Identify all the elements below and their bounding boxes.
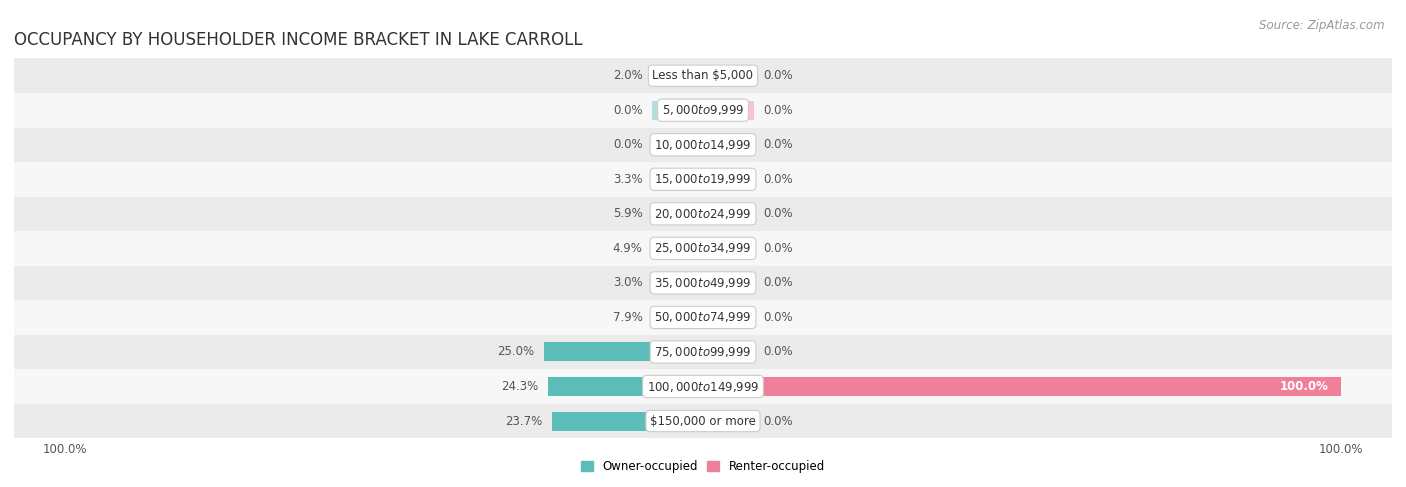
Text: 0.0%: 0.0% <box>763 345 793 358</box>
Bar <box>14 300 1392 335</box>
Bar <box>703 273 754 292</box>
Text: 5.9%: 5.9% <box>613 207 643 220</box>
Text: 0.0%: 0.0% <box>763 242 793 255</box>
Text: 3.0%: 3.0% <box>613 277 643 289</box>
Text: $20,000 to $24,999: $20,000 to $24,999 <box>654 207 752 221</box>
Bar <box>652 308 703 327</box>
Bar <box>665 205 703 224</box>
Bar <box>652 239 703 258</box>
Text: $25,000 to $34,999: $25,000 to $34,999 <box>654 242 752 255</box>
Text: 2.0%: 2.0% <box>613 69 643 82</box>
Bar <box>652 101 703 120</box>
Bar <box>551 412 703 431</box>
Text: 0.0%: 0.0% <box>763 173 793 186</box>
Text: $10,000 to $14,999: $10,000 to $14,999 <box>654 138 752 152</box>
Bar <box>683 273 703 292</box>
Text: $35,000 to $49,999: $35,000 to $49,999 <box>654 276 752 290</box>
Bar <box>703 135 754 154</box>
Text: 4.9%: 4.9% <box>613 242 643 255</box>
Text: $5,000 to $9,999: $5,000 to $9,999 <box>662 103 744 117</box>
Bar <box>14 335 1392 369</box>
Text: $15,000 to $19,999: $15,000 to $19,999 <box>654 172 752 187</box>
Bar <box>652 66 703 85</box>
Text: 0.0%: 0.0% <box>763 414 793 428</box>
Bar <box>14 58 1392 93</box>
Text: $75,000 to $99,999: $75,000 to $99,999 <box>654 345 752 359</box>
Text: 0.0%: 0.0% <box>763 104 793 117</box>
Text: 3.3%: 3.3% <box>613 173 643 186</box>
Bar <box>703 377 1341 396</box>
Bar <box>703 66 754 85</box>
Text: 24.3%: 24.3% <box>501 380 538 393</box>
Text: 23.7%: 23.7% <box>505 414 543 428</box>
Bar <box>652 135 703 154</box>
Bar <box>548 377 703 396</box>
Bar <box>544 342 703 361</box>
Bar <box>14 93 1392 128</box>
Bar <box>703 412 754 431</box>
Text: $150,000 or more: $150,000 or more <box>650 414 756 428</box>
Text: $100,000 to $149,999: $100,000 to $149,999 <box>647 379 759 393</box>
Text: 0.0%: 0.0% <box>763 207 793 220</box>
Bar <box>703 170 754 189</box>
Bar <box>652 170 703 189</box>
Bar <box>703 239 754 258</box>
Bar <box>14 265 1392 300</box>
Bar <box>14 128 1392 162</box>
Text: Less than $5,000: Less than $5,000 <box>652 69 754 82</box>
Text: 0.0%: 0.0% <box>613 104 643 117</box>
Text: $50,000 to $74,999: $50,000 to $74,999 <box>654 310 752 324</box>
Text: 0.0%: 0.0% <box>763 277 793 289</box>
Text: 0.0%: 0.0% <box>613 138 643 151</box>
Text: 25.0%: 25.0% <box>496 345 534 358</box>
Text: 100.0%: 100.0% <box>1279 380 1329 393</box>
Bar <box>703 205 754 224</box>
Bar <box>652 308 703 327</box>
Text: Source: ZipAtlas.com: Source: ZipAtlas.com <box>1260 19 1385 33</box>
Bar <box>690 66 703 85</box>
Bar <box>652 273 703 292</box>
Bar <box>14 369 1392 404</box>
Bar <box>652 205 703 224</box>
Bar <box>544 342 703 361</box>
Bar <box>548 377 703 396</box>
Text: 0.0%: 0.0% <box>763 69 793 82</box>
Text: 7.9%: 7.9% <box>613 311 643 324</box>
Bar <box>14 231 1392 265</box>
Legend: Owner-occupied, Renter-occupied: Owner-occupied, Renter-occupied <box>576 455 830 478</box>
Bar <box>682 170 703 189</box>
Text: 0.0%: 0.0% <box>763 311 793 324</box>
Text: OCCUPANCY BY HOUSEHOLDER INCOME BRACKET IN LAKE CARROLL: OCCUPANCY BY HOUSEHOLDER INCOME BRACKET … <box>14 31 582 49</box>
Bar <box>14 197 1392 231</box>
Bar <box>703 308 754 327</box>
Bar <box>703 101 754 120</box>
Bar <box>672 239 703 258</box>
Bar <box>703 342 754 361</box>
Bar <box>14 404 1392 438</box>
Text: 0.0%: 0.0% <box>763 138 793 151</box>
Bar <box>703 377 1341 396</box>
Bar <box>14 162 1392 197</box>
Bar <box>551 412 703 431</box>
